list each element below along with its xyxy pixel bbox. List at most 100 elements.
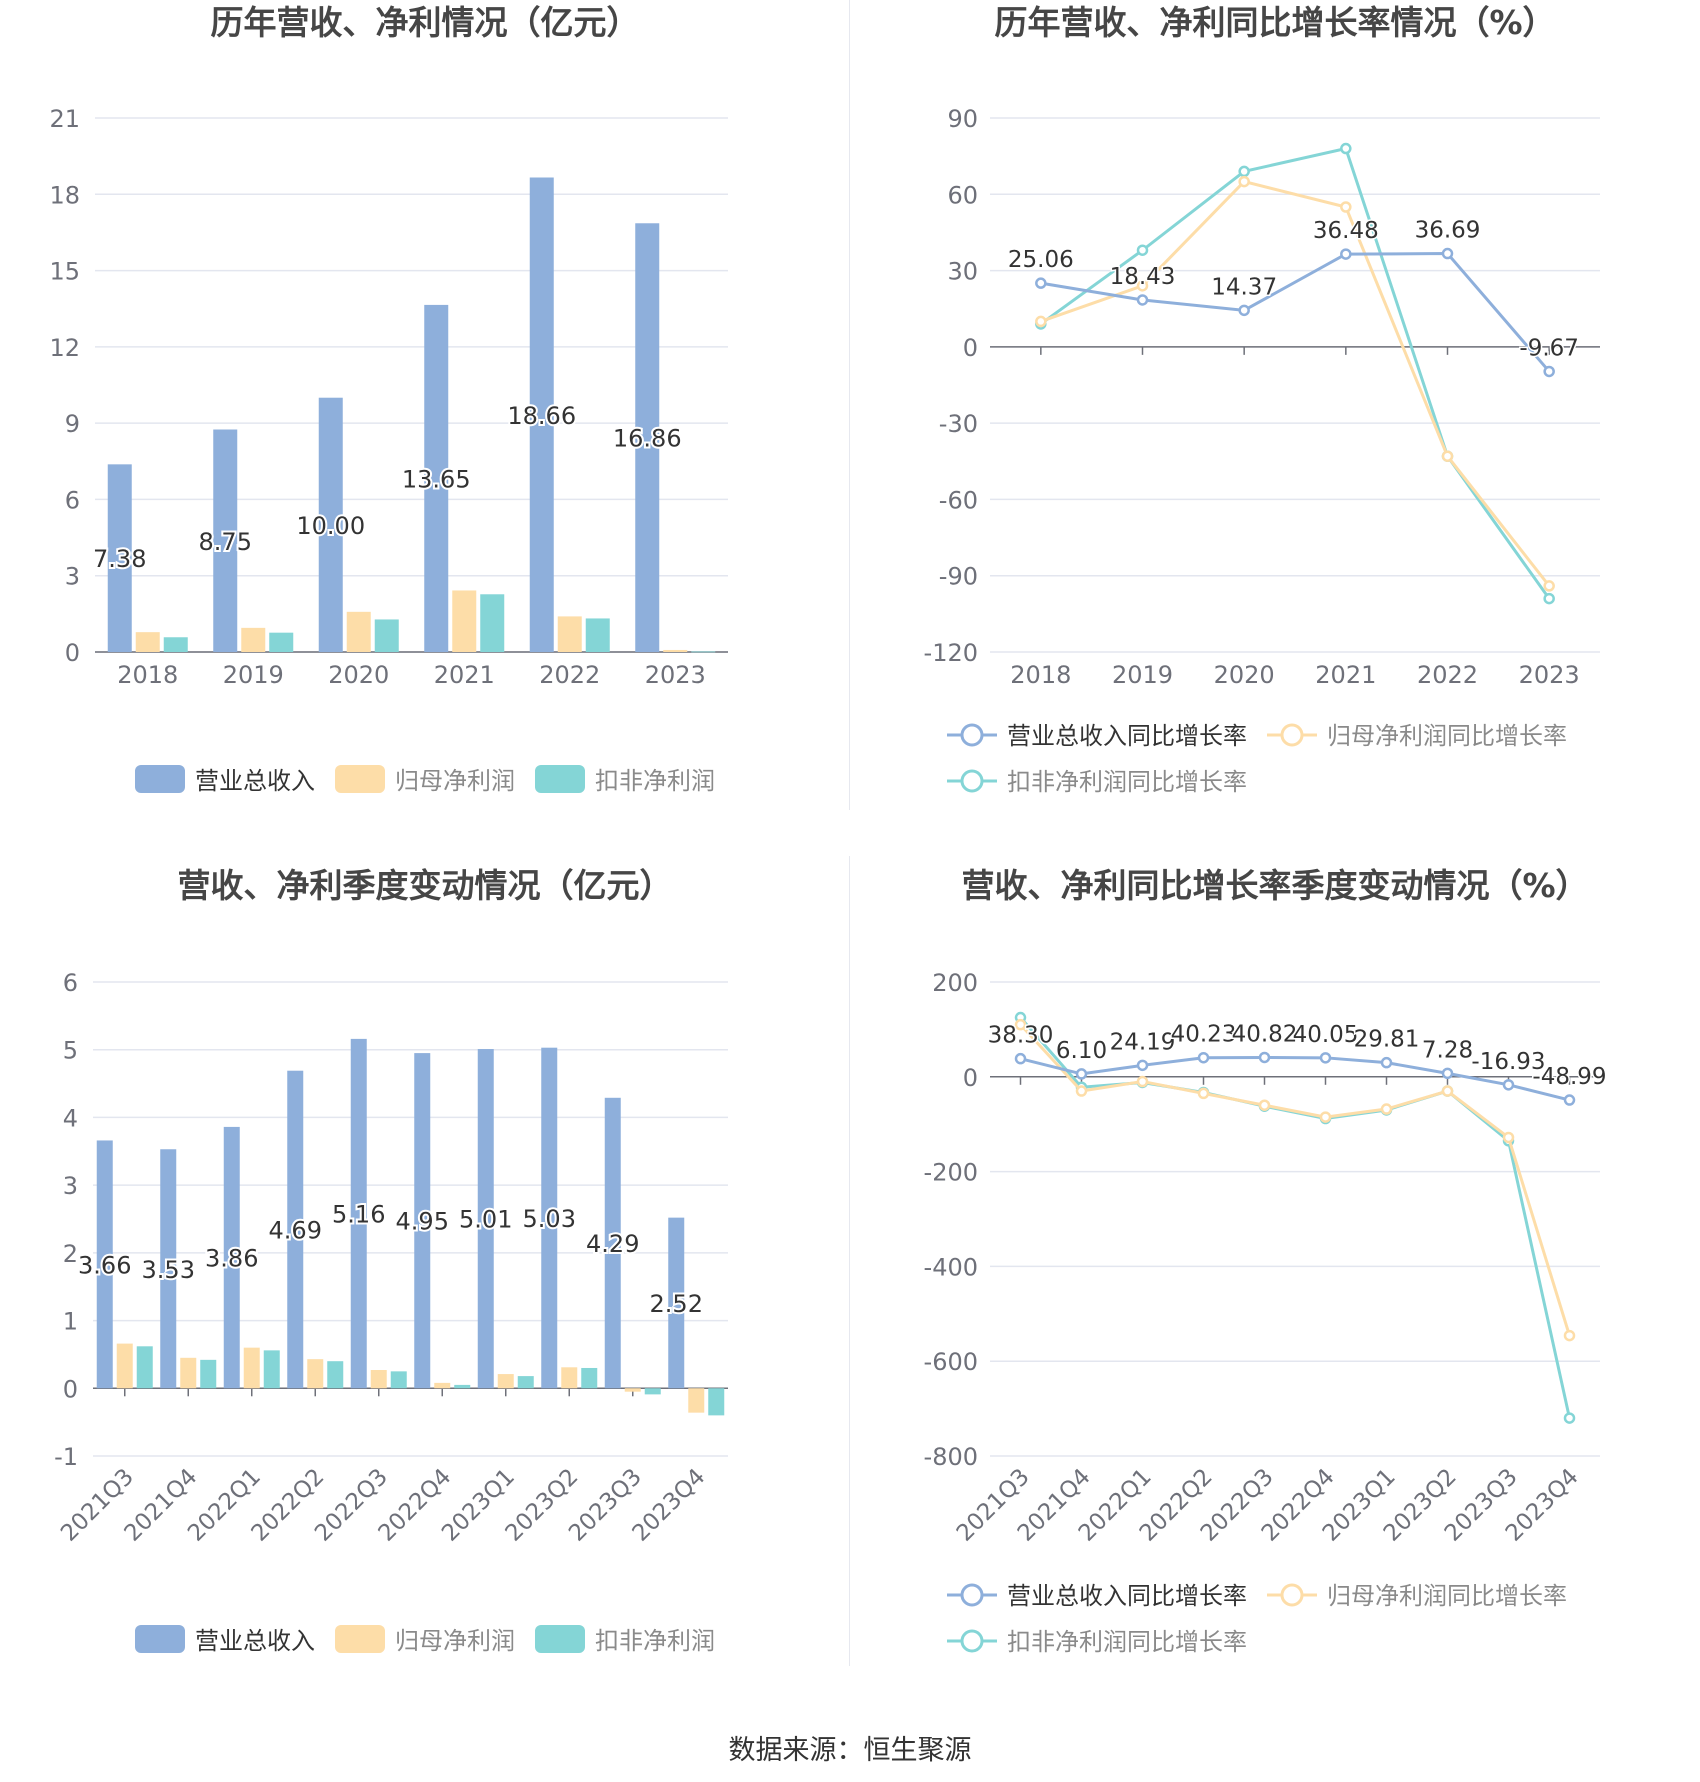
data-point (1563, 1329, 1576, 1342)
data-point (1136, 280, 1149, 292)
data-point (1136, 1059, 1149, 1072)
y-tick-label: -120 (924, 639, 978, 667)
bar-parent-profit (243, 1347, 260, 1389)
annual-revenue-profit-panel: 历年营收、净利情况（亿元） 0 3 6 9 12 15 18 21 2018 2019 2020 202… (0, 0, 850, 850)
legend-item[interactable]: 归母净利润同比增长率 (1267, 722, 1567, 750)
data-point (1380, 1103, 1393, 1115)
data-point (1014, 1052, 1027, 1065)
legend-swatch (335, 765, 385, 793)
quarterly-revenue-profit-panel: 营收、净利季度变动情况（亿元） -1 0 1 2 3 4 5 6 2021Q3 2021Q4 2022… (0, 850, 850, 1700)
legend-item[interactable]: 归母净利润 (335, 765, 515, 795)
series-line-deducted-profit (1039, 146, 1551, 600)
data-point (1543, 592, 1555, 605)
data-label: 13.65 (402, 465, 471, 493)
x-tick-label: 2022 (539, 661, 600, 689)
bar-revenue (424, 304, 449, 652)
bar-parent-profit (688, 1388, 705, 1413)
bar-deducted-profit (454, 1384, 471, 1389)
bar-revenue (96, 1140, 113, 1389)
bar-parent-profit (561, 1367, 578, 1389)
chart-svg: 营收、净利季度变动情况（亿元）-101234562021Q32021Q42022… (54, 866, 728, 1655)
data-point (1075, 1085, 1088, 1097)
data-label: 18.66 (507, 402, 576, 430)
legend-label: 扣非净利润同比增长率 (1007, 768, 1247, 796)
bar-deducted-profit (581, 1367, 598, 1389)
legend-item[interactable]: 扣非净利润同比增长率 (947, 768, 1247, 796)
legend-marker (1280, 723, 1304, 747)
data-label: 8.75 (199, 528, 252, 556)
legend-marker (960, 1629, 984, 1653)
data-label: 40.05 (1293, 1022, 1359, 1048)
y-tick-label: 3 (65, 563, 80, 591)
legend-swatch (135, 765, 185, 793)
data-label: 38.30 (988, 1023, 1054, 1049)
data-point (1136, 244, 1149, 256)
bar-deducted-profit (163, 637, 188, 652)
y-tick-label: 9 (65, 410, 80, 438)
series-line-parent-profit (1040, 179, 1551, 587)
data-label: 29.81 (1354, 1027, 1420, 1053)
data-point (1197, 1051, 1210, 1064)
data-point (1340, 142, 1352, 155)
data-label: 25.06 (1008, 247, 1074, 273)
bar-parent-profit (241, 627, 266, 652)
x-tick-label: 2021 (1315, 661, 1376, 689)
data-label: -48.99 (1532, 1064, 1606, 1090)
data-label: 5.01 (459, 1206, 512, 1234)
data-label: 4.69 (269, 1216, 322, 1244)
y-tick-label: 0 (963, 1064, 978, 1092)
bar-deducted-profit (644, 1388, 661, 1395)
y-tick-label: 4 (63, 1104, 78, 1132)
data-point (1035, 315, 1047, 328)
legend-item[interactable]: 扣非净利润 (535, 1625, 715, 1655)
data-source: 数据来源：恒生聚源 (728, 1735, 972, 1766)
data-point (1502, 1079, 1515, 1091)
legend-marker (960, 723, 984, 747)
legend-item[interactable]: 扣非净利润同比增长率 (947, 1628, 1247, 1656)
bar-parent-profit (135, 632, 160, 652)
legend-item[interactable]: 营业总收入 (135, 765, 315, 795)
bar-deducted-profit (390, 1371, 407, 1389)
legend-label: 营业总收入同比增长率 (1007, 1582, 1247, 1610)
y-tick-label: -60 (939, 486, 978, 514)
bar-revenue (350, 1038, 367, 1389)
y-tick-label: 12 (49, 334, 80, 362)
data-label: -16.93 (1471, 1049, 1545, 1075)
x-tick-label: 2021 (434, 661, 495, 689)
bar-revenue (414, 1053, 431, 1389)
legend-item[interactable]: 营业总收入 (135, 1625, 315, 1655)
x-tick-label: 2019 (1112, 661, 1173, 689)
bar-deducted-profit (480, 594, 505, 652)
annual-growth-rate-panel: 历年营收、净利同比增长率情况（%） -120 -90 -60 -30 0 30 60 90 201… (850, 0, 1700, 850)
legend-swatch (535, 765, 585, 793)
bar-revenue (529, 177, 554, 652)
data-point (1136, 1075, 1149, 1088)
bar-deducted-profit (327, 1361, 344, 1389)
y-tick-label: 2 (63, 1240, 78, 1268)
y-tick-label: 0 (63, 1375, 78, 1403)
bar-parent-profit (663, 649, 688, 652)
y-tick-label: -30 (939, 410, 978, 438)
legend-item[interactable]: 扣非净利润 (535, 765, 715, 795)
legend-item[interactable]: 营业总收入同比增长率 (947, 1582, 1247, 1610)
bar-revenue (635, 223, 660, 652)
bar-deducted-profit (691, 651, 716, 653)
legend-label: 营业总收入 (195, 767, 315, 795)
x-tick-label: 2020 (328, 661, 389, 689)
data-point (1441, 450, 1454, 462)
bar-revenue (477, 1049, 494, 1389)
legend-item[interactable]: 营业总收入同比增长率 (947, 722, 1247, 750)
data-label: 16.86 (613, 425, 682, 453)
data-label: 36.69 (1415, 218, 1481, 244)
data-point (1441, 1085, 1454, 1097)
data-point (1238, 304, 1250, 317)
x-tick-label: 2023 (1519, 661, 1580, 689)
y-tick-label: 15 (49, 258, 80, 286)
legend-item[interactable]: 归母净利润 (335, 1625, 515, 1655)
x-tick-label: 2018 (117, 661, 178, 689)
legend-label: 营业总收入 (195, 1627, 315, 1655)
bar-revenue (604, 1097, 621, 1389)
legend-item[interactable]: 归母净利润同比增长率 (1267, 1582, 1567, 1610)
legend-label: 扣非净利润 (595, 767, 715, 795)
